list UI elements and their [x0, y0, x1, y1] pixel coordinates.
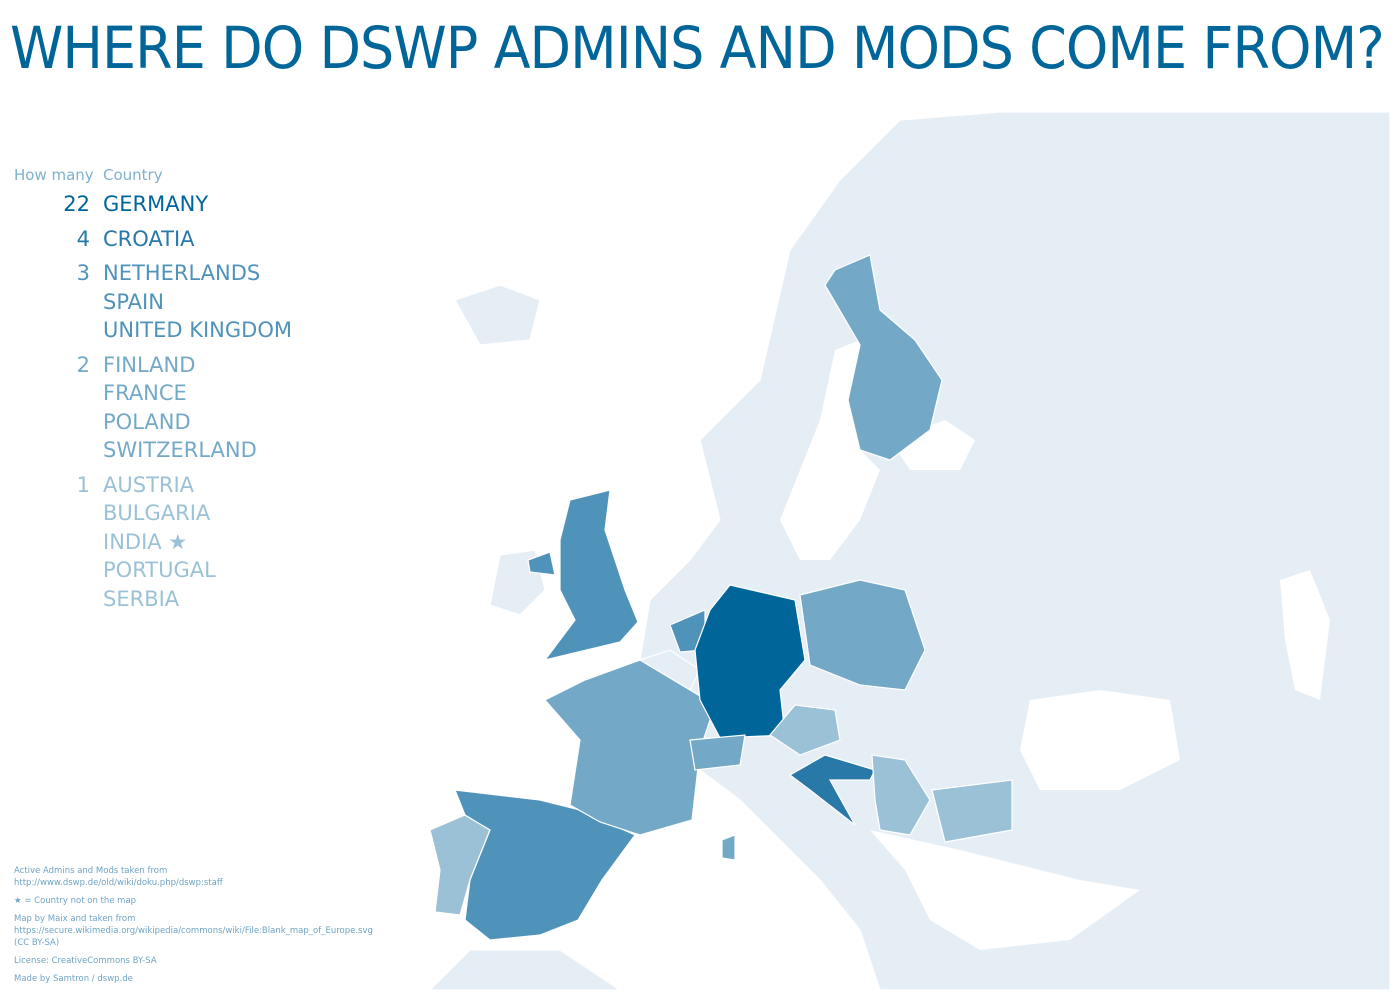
legend-group: 1 AUSTRIA BULGARIA INDIA ★ PORTUGAL SERBIA	[14, 471, 292, 614]
country-name: PORTUGAL	[103, 558, 216, 582]
legend-count: 22	[63, 192, 90, 216]
country-name: CROATIA	[103, 226, 195, 251]
country-name: UNITED KINGDOM	[103, 318, 292, 342]
license: License: CreativeCommons BY-SA	[14, 956, 157, 966]
legend-country: CROATIA	[103, 225, 195, 254]
map-credit: Map by Maix and taken from	[14, 914, 136, 924]
star-icon: ★	[161, 529, 188, 554]
country-name: SERBIA	[103, 586, 180, 611]
country-name: AUSTRIA	[103, 472, 195, 497]
legend-group: 4 CROATIA	[14, 225, 292, 254]
legend-country: BULGARIA	[103, 499, 216, 528]
page-title: WHERE DO DSWP ADMINS AND MODS COME FROM?	[10, 14, 1385, 82]
source-url: http://www.dswp.de/old/wiki/doku.php/dsw…	[14, 878, 223, 888]
source-line: Active Admins and Mods taken from	[14, 866, 168, 876]
legend-country: PORTUGAL	[103, 556, 216, 585]
country-name: SWITZERLAND	[103, 438, 257, 462]
legend-country: UNITED KINGDOM	[103, 316, 292, 345]
legend-country: NETHERLANDS	[103, 259, 292, 288]
country-name: POLAND	[103, 409, 191, 434]
legend-country: SWITZERLAND	[103, 436, 257, 465]
footer-credits: Active Admins and Mods taken from http://…	[14, 865, 373, 991]
star-note: ★ = Country not on the map	[14, 896, 137, 906]
legend-country: FINLAND	[103, 351, 257, 380]
legend-group: 22 GERMANY	[14, 190, 292, 219]
country-name: FINLAND	[103, 352, 196, 377]
country-united-kingdom	[527, 489, 639, 661]
legend: How many Country 22 GERMANY 4 CROATIA 3 NETHE…	[14, 166, 292, 613]
legend-country: SERBIA	[103, 585, 216, 614]
country-france	[544, 659, 736, 861]
country-bulgaria	[931, 779, 1013, 843]
legend-country: AUSTRIA	[103, 471, 216, 500]
made-by: Made by Samtron / dswp.de	[14, 974, 133, 984]
legend-count: 1	[76, 472, 90, 497]
country-finland	[824, 254, 943, 461]
legend-country: FRANCE	[103, 379, 257, 408]
countries	[429, 254, 1013, 941]
country-name: NETHERLANDS	[103, 261, 261, 285]
map-license: (CC BY-SA)	[14, 938, 60, 948]
legend-count: 4	[76, 226, 90, 251]
country-serbia	[871, 754, 931, 836]
country-name: FRANCE	[103, 381, 187, 405]
country-germany	[694, 584, 806, 739]
country-austria	[769, 704, 841, 756]
legend-header-country: Country	[103, 166, 163, 184]
legend-count: 2	[76, 352, 90, 377]
legend-header-count: How many	[14, 166, 94, 184]
legend-group: 3 NETHERLANDS SPAIN UNITED KINGDOM	[14, 259, 292, 345]
legend-country: POLAND	[103, 408, 257, 437]
map-url: https://secure.wikimedia.org/wikipedia/c…	[14, 926, 373, 936]
country-croatia	[788, 754, 876, 826]
legend-count: 3	[76, 261, 90, 285]
country-name: SPAIN	[103, 289, 164, 314]
country-name: BULGARIA	[103, 501, 211, 525]
country-name: INDIA	[103, 529, 162, 554]
legend-country: GERMANY	[103, 190, 208, 219]
legend-country: INDIA ★	[103, 528, 216, 557]
sea	[630, 340, 1330, 990]
legend-group: 2 FINLAND FRANCE POLAND SWITZERLAND	[14, 351, 292, 465]
country-poland	[799, 579, 926, 691]
country-switzerland	[689, 734, 746, 771]
country-name: GERMANY	[103, 192, 209, 216]
legend-country: SPAIN	[103, 288, 292, 317]
